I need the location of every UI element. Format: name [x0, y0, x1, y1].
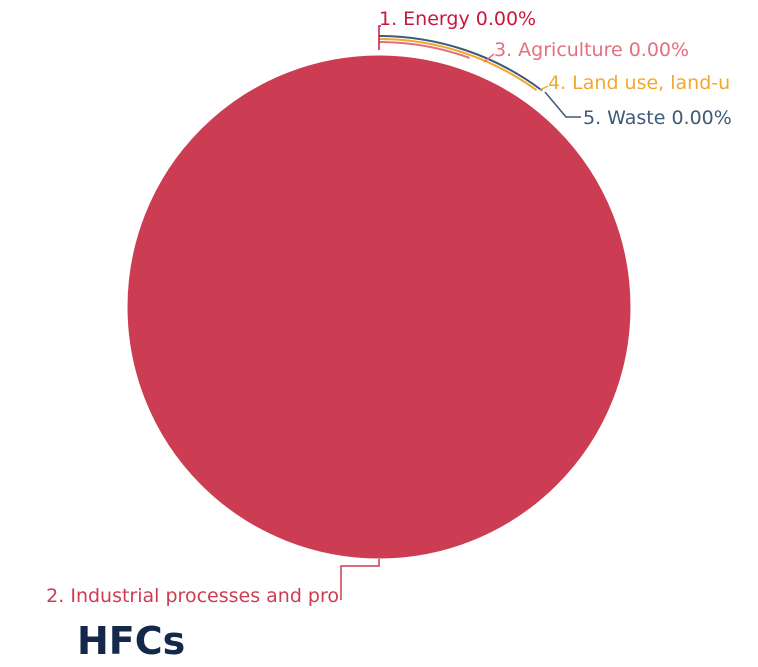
pie-slice-5 — [378, 35, 543, 92]
leader-line-3 — [483, 53, 495, 63]
slice-label-2: 2. Industrial processes and pro — [46, 585, 339, 607]
leader-line-5 — [544, 91, 581, 118]
slice-label-3: 3. Agriculture 0.00% — [494, 39, 689, 61]
slice-label-1: 1. Energy 0.00% — [379, 8, 536, 30]
pie-slice-2 — [126, 54, 632, 560]
chart-title: HFCs — [77, 619, 186, 663]
slice-label-5: 5. Waste 0.00% — [583, 107, 732, 129]
leader-line-4 — [539, 85, 549, 91]
pie-slice-4 — [378, 38, 538, 91]
slice-label-4: 4. Land use, land-u — [548, 72, 730, 94]
leader-line-1 — [378, 25, 381, 50]
leader-line-2 — [340, 559, 380, 600]
pie-slice-3 — [378, 41, 470, 59]
